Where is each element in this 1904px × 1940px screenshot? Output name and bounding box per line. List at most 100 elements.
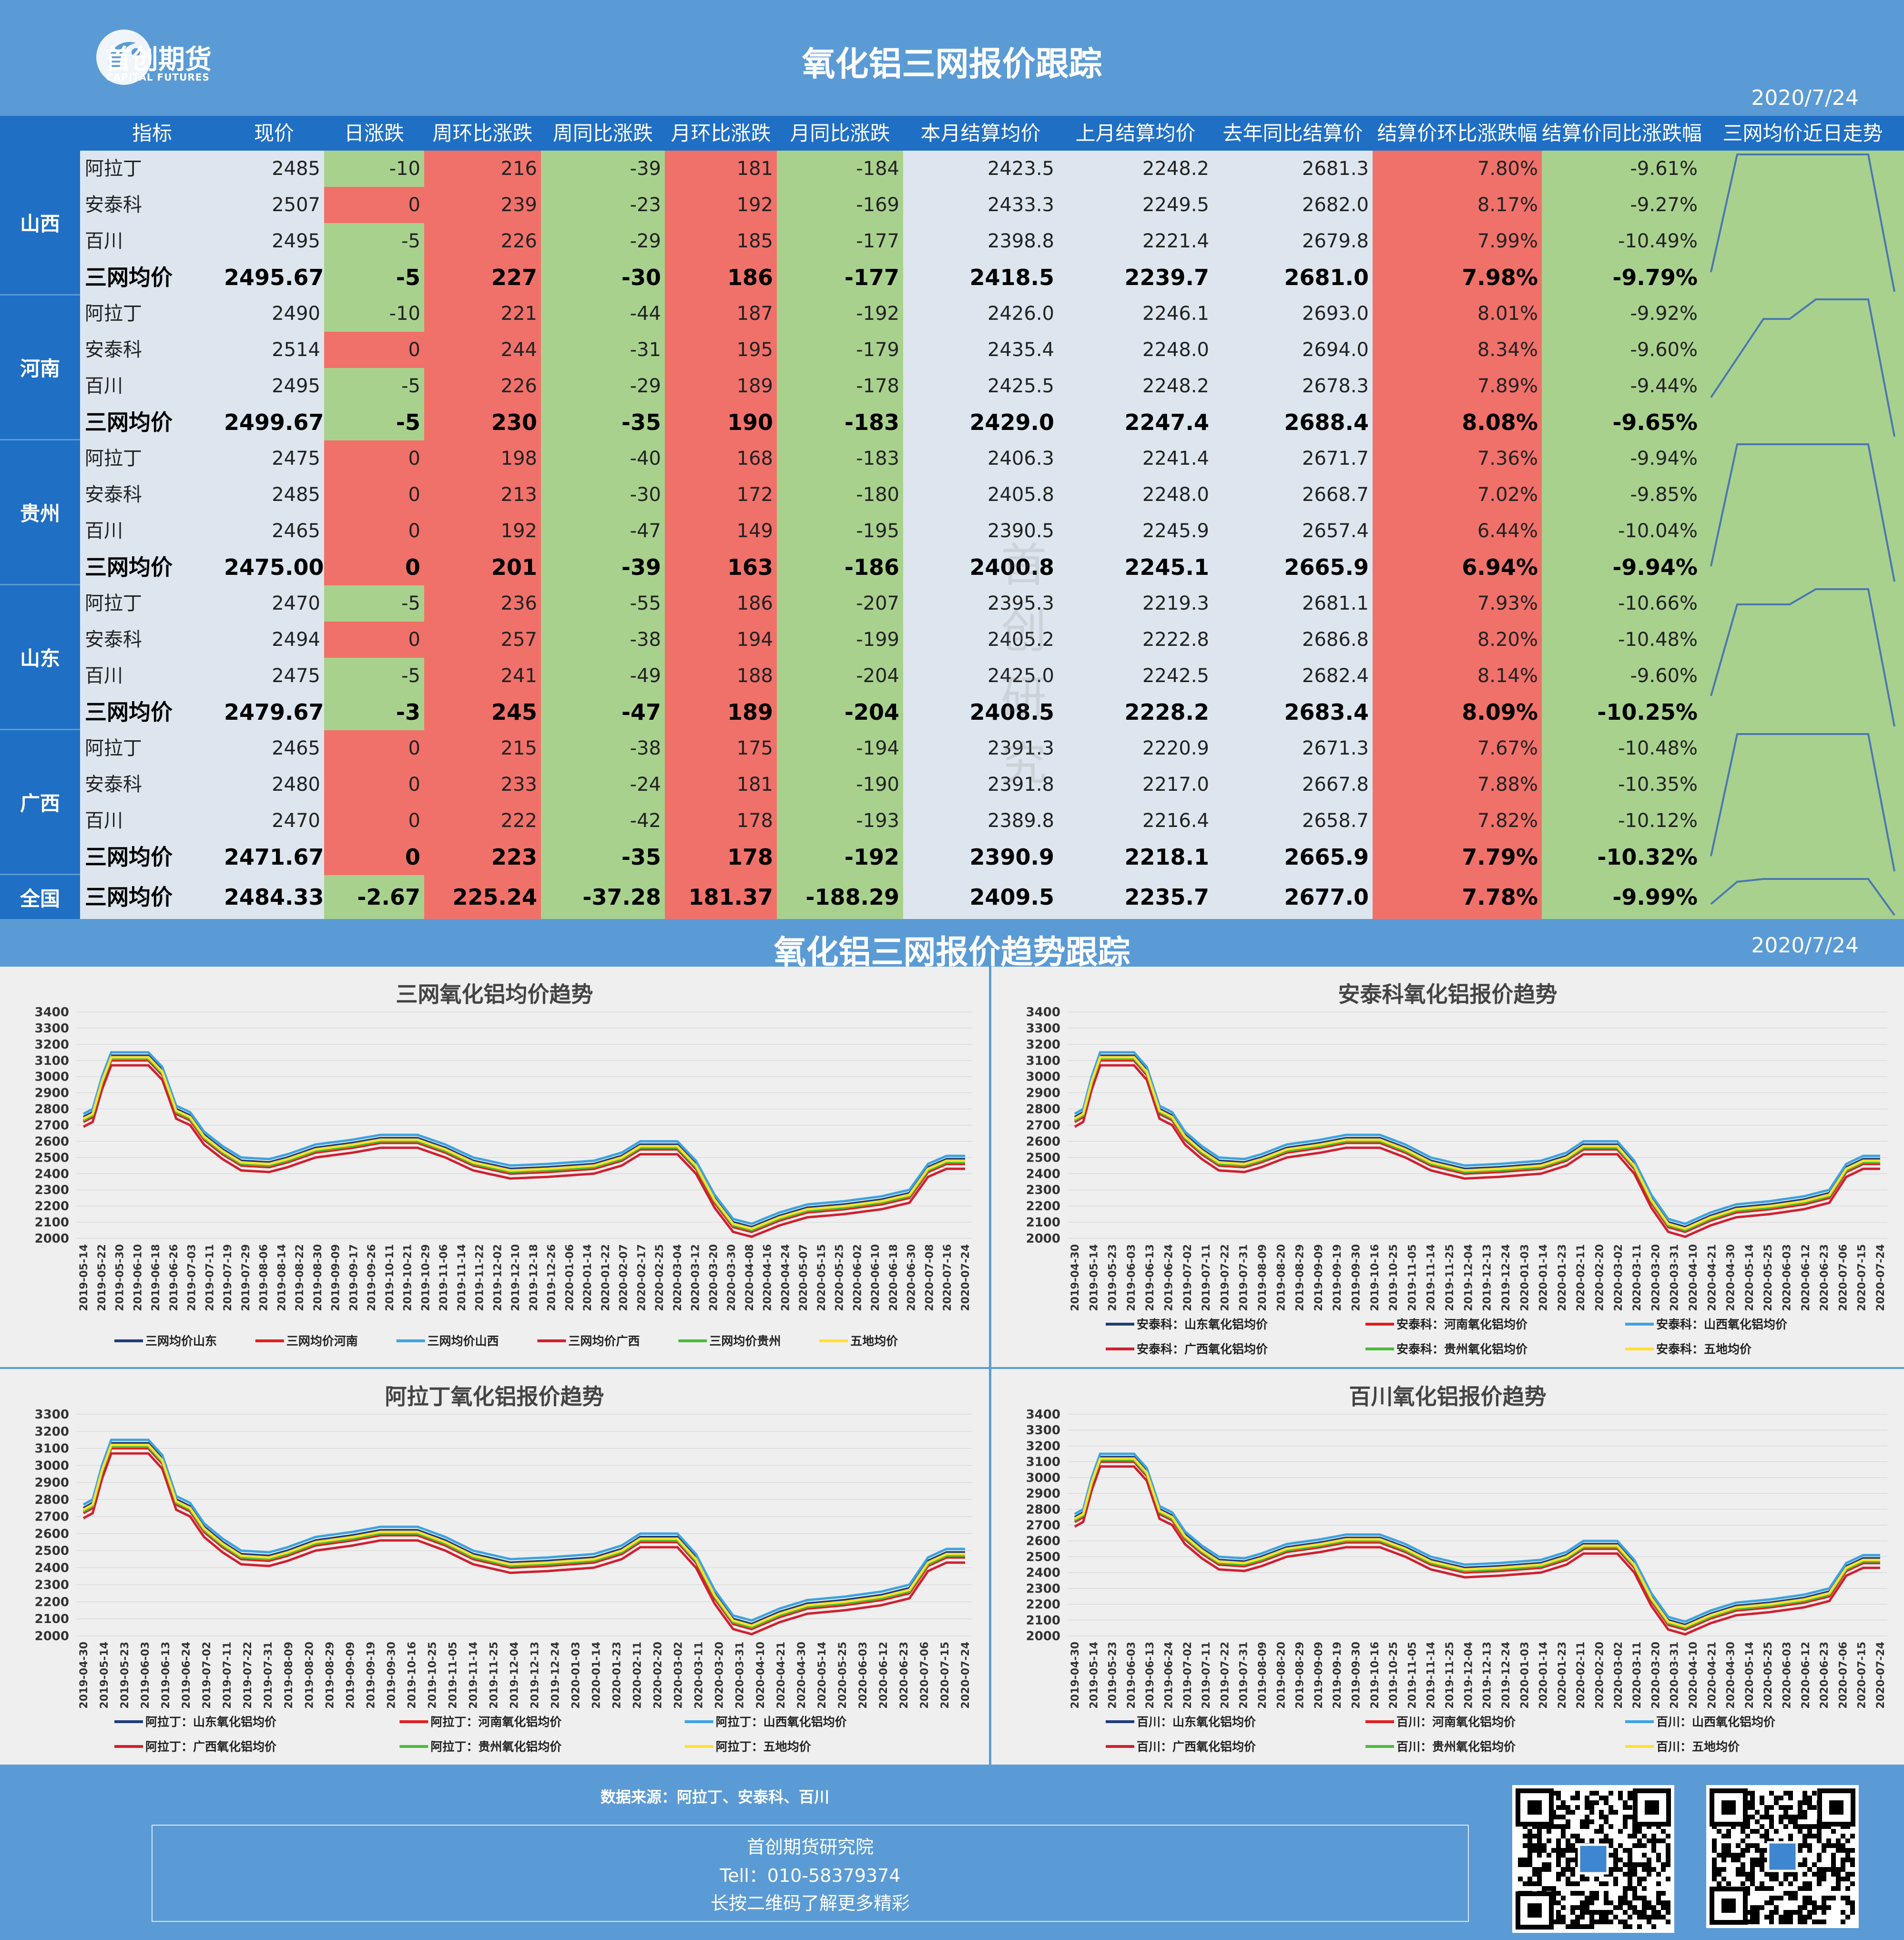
x-tick-label: 2019-07-31: [1238, 1244, 1250, 1311]
table-cell: -9.94%: [1542, 440, 1701, 477]
x-tick-label: 2020-04-30: [1725, 1642, 1737, 1709]
x-tick-label: 2019-11-14: [1425, 1244, 1437, 1311]
x-tick-label: 2019-05-14: [99, 1642, 111, 1709]
table-cell: 185: [665, 223, 777, 259]
table-cell: -30: [541, 477, 665, 513]
y-tick-label: 2600: [1026, 1534, 1060, 1549]
table-cell: -9.94%: [1542, 549, 1701, 585]
x-tick-label: 2020-04-10: [1688, 1642, 1700, 1709]
legend-label: 阿拉丁：河南氧化铝均价: [430, 1715, 562, 1729]
table-cell: -9.27%: [1542, 187, 1701, 223]
x-tick-label: 2020-07-15: [1856, 1642, 1868, 1709]
table-cell: 2220.9: [1058, 730, 1213, 766]
y-tick-label: 3200: [35, 1425, 69, 1439]
x-tick-label: 2019-08-06: [258, 1244, 270, 1311]
qr-code-icon[interactable]: [1706, 1785, 1859, 1928]
x-tick-label: 2020-01-23: [1557, 1642, 1568, 1709]
table-cell: 0: [324, 839, 424, 875]
table-cell: 2683.4: [1213, 694, 1373, 730]
table-cell: -192: [777, 839, 903, 875]
table-cell: 190: [665, 404, 777, 440]
table-cell: 168: [665, 440, 777, 477]
legend-label: 百川：贵州氧化铝均价: [1396, 1740, 1516, 1754]
row-label: 阿拉丁: [80, 585, 224, 622]
col-header: 结算价同比涨跌幅: [1542, 116, 1701, 151]
table-cell: -31: [541, 332, 665, 368]
table-cell: -35: [541, 404, 665, 440]
x-tick-label: 2019-07-02: [201, 1642, 213, 1709]
series-line: [1074, 1051, 1880, 1225]
x-tick-label: 2019-06-13: [1144, 1244, 1156, 1311]
x-tick-label: 2019-12-26: [546, 1244, 558, 1311]
table-cell: 2495: [224, 368, 324, 404]
table-cell: 186: [665, 259, 777, 296]
x-tick-label: 2020-04-30: [1725, 1244, 1737, 1311]
table-cell: 2391.8: [903, 766, 1058, 803]
table-cell: -23: [541, 187, 665, 223]
table-cell: -10.48%: [1542, 622, 1701, 658]
x-tick-label: 2019-05-14: [1088, 1642, 1100, 1709]
y-tick-label: 2300: [1026, 1183, 1060, 1197]
table-cell: 226: [424, 223, 541, 259]
series-line: [82, 1051, 965, 1225]
row-label: 安泰科: [80, 766, 224, 803]
x-tick-label: 2019-06-13: [160, 1642, 172, 1709]
table-cell: -192: [777, 296, 903, 332]
table-cell: 181.37: [665, 875, 777, 919]
x-tick-label: 2020-02-17: [636, 1244, 648, 1311]
row-label: 阿拉丁: [80, 440, 224, 477]
x-tick-label: 2019-06-24: [1163, 1642, 1175, 1709]
x-tick-label: 2019-05-14: [1088, 1244, 1100, 1311]
table-cell: 2682.4: [1213, 658, 1373, 694]
qr-code-icon[interactable]: [1512, 1785, 1674, 1933]
x-tick-label: 2020-07-24: [1875, 1642, 1887, 1709]
y-tick-label: 2400: [1026, 1167, 1060, 1181]
table-cell: 2475: [224, 440, 324, 477]
x-tick-label: 2019-05-30: [114, 1244, 126, 1311]
y-tick-label: 3300: [1026, 1021, 1060, 1036]
y-tick-label: 2000: [35, 1629, 69, 1644]
x-tick-label: 2020-03-02: [1613, 1244, 1625, 1311]
table-cell: 8.20%: [1373, 622, 1542, 658]
table-cell: 2677.0: [1213, 875, 1373, 919]
table-cell: 2658.7: [1213, 803, 1373, 839]
x-tick-label: 2020-03-11: [1631, 1244, 1643, 1311]
table-cell: 195: [665, 332, 777, 368]
series-line: [82, 1447, 965, 1631]
x-tick-label: 2019-10-29: [420, 1244, 432, 1311]
table-cell: 8.01%: [1373, 296, 1542, 332]
page-title: 氧化铝三网报价跟踪: [802, 44, 1102, 83]
x-tick-label: 2019-08-09: [1257, 1244, 1269, 1311]
table-cell: -10: [324, 151, 424, 187]
col-header: 三网均价近日走势: [1701, 116, 1904, 151]
series-line: [1074, 1056, 1880, 1230]
chart-panel: 百川氧化铝报价趋势 2000 2100 2200 2300 2400 2500 2600 270…: [991, 1369, 1904, 1765]
legend-label: 五地均价: [850, 1334, 898, 1348]
x-tick-label: 2020-06-23: [898, 1642, 910, 1709]
x-tick-label: 2019-09-30: [1351, 1244, 1363, 1311]
table-cell: 2248.0: [1058, 477, 1213, 513]
x-tick-label: 2019-10-25: [427, 1642, 438, 1709]
series-line: [1074, 1064, 1880, 1238]
x-tick-label: 2019-07-31: [263, 1642, 275, 1709]
x-tick-label: 2020-06-18: [888, 1244, 900, 1311]
table-cell: 189: [665, 368, 777, 404]
table-cell: 7.36%: [1373, 440, 1542, 477]
x-tick-label: 2019-10-25: [1388, 1244, 1400, 1311]
y-tick-label: 2900: [35, 1086, 69, 1101]
x-tick-label: 2020-04-08: [744, 1244, 756, 1311]
x-tick-label: 2019-11-05: [1406, 1642, 1418, 1709]
table-cell: 8.09%: [1373, 694, 1542, 730]
table-cell: 0: [324, 513, 424, 549]
table-cell: 2681.0: [1213, 259, 1373, 296]
table-cell: 236: [424, 585, 541, 622]
table-cell: 2219.3: [1058, 585, 1213, 622]
x-tick-label: 2019-09-30: [386, 1642, 397, 1709]
table-cell: 178: [665, 803, 777, 839]
y-tick-label: 3100: [35, 1054, 69, 1068]
x-tick-label: 2019-11-06: [438, 1244, 450, 1311]
table-cell: 198: [424, 440, 541, 477]
x-tick-label: 2019-07-29: [240, 1244, 252, 1311]
x-tick-label: 2020-04-10: [755, 1642, 767, 1709]
